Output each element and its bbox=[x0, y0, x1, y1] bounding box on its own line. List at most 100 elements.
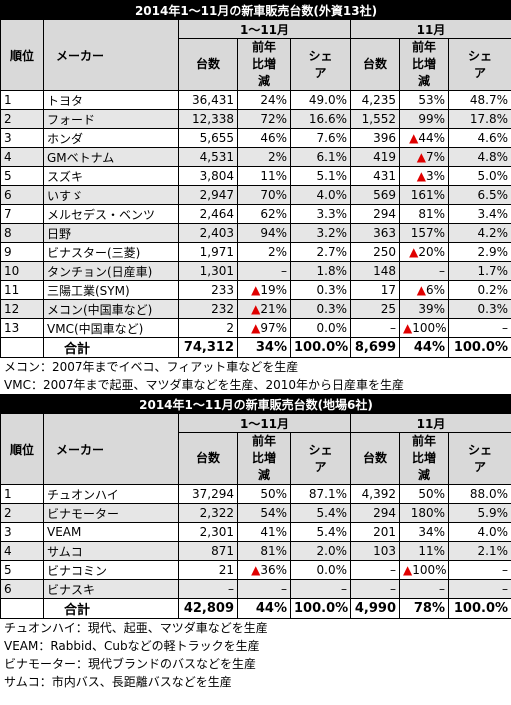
total-row: 合計 42,809 44% 100.0% 4,990 78% 100.0% bbox=[0, 598, 511, 619]
rank-cell: 3 bbox=[0, 522, 44, 542]
data-row: 3 ホンダ 5,655 46% 7.6% 396 ▲44% 4.6% bbox=[0, 128, 511, 148]
rank-cell: 3 bbox=[0, 128, 44, 148]
maker-cell: メコン(中国車など) bbox=[43, 299, 179, 319]
column-header: 前年比増減 bbox=[237, 38, 291, 91]
value-cell: 180% bbox=[399, 503, 449, 523]
note: メコン：2007年までイベコ、フィアット車などを生産 bbox=[4, 360, 299, 374]
rank-cell: 4 bbox=[0, 147, 44, 167]
value-cell: 3.3% bbox=[290, 204, 351, 224]
value-cell: 232 bbox=[178, 299, 238, 319]
value-cell: 5.9% bbox=[447, 503, 511, 523]
value-cell: 16.6% bbox=[290, 109, 351, 129]
maker-cell: フォード bbox=[43, 109, 179, 129]
value-cell: 157% bbox=[399, 223, 449, 243]
column-label: シェア bbox=[308, 48, 333, 80]
value-cell: – bbox=[447, 579, 511, 599]
maker-cell: メルセデス・ベンツ bbox=[43, 204, 179, 224]
value-cell: 41% bbox=[237, 522, 291, 542]
note: VEAM：Rabbid、Cubなどの軽トラックを生産 bbox=[4, 639, 260, 653]
data-row: 1 トヨタ 36,431 24% 49.0% 4,235 53% 48.7% bbox=[0, 90, 511, 110]
value-cell: 6.5% bbox=[448, 185, 511, 205]
value-cell: 88.0% bbox=[447, 484, 511, 504]
column-header: 台数 bbox=[178, 38, 238, 91]
value-cell: 5.1% bbox=[290, 166, 351, 186]
maker-cell: ビナスキ bbox=[43, 579, 179, 599]
total-cell: 74,312 bbox=[178, 337, 238, 358]
value-cell: 4.0% bbox=[290, 185, 351, 205]
maker-cell: ビナスター(三菱) bbox=[43, 242, 179, 262]
maker-cell: トヨタ bbox=[43, 90, 179, 110]
value-cell: 294 bbox=[350, 503, 400, 523]
value-cell: – bbox=[448, 318, 511, 338]
value-cell: 1.8% bbox=[290, 261, 351, 281]
total-cell: 4,990 bbox=[350, 598, 400, 619]
header-cell: 順位 bbox=[0, 19, 44, 91]
data-row: 12 メコン(中国車など) 232 ▲21% 0.3% 25 39% 0.3% bbox=[0, 299, 511, 319]
rank-cell: 11 bbox=[0, 280, 44, 300]
total-cell: 100.0% bbox=[448, 337, 511, 358]
maker-cell: GMベトナム bbox=[43, 147, 179, 167]
maker-cell: チュオンハイ bbox=[43, 484, 179, 504]
column-label: 前年比増減 bbox=[251, 40, 276, 88]
maker-cell: ビナコミン bbox=[43, 560, 179, 580]
rank-cell: 2 bbox=[0, 503, 44, 523]
value-cell: ▲44% bbox=[399, 128, 449, 148]
period-header: 1～11月 bbox=[178, 413, 351, 433]
value-cell: 5,655 bbox=[178, 128, 238, 148]
data-row: 6 いすゞ 2,947 70% 4.0% 569 161% 6.5% bbox=[0, 185, 511, 205]
data-row: 4 GMベトナム 4,531 2% 6.1% 419 ▲7% 4.8% bbox=[0, 147, 511, 167]
value-cell: 2.7% bbox=[290, 242, 351, 262]
note: ビナモーター：現代ブランドのバスなどを生産 bbox=[4, 657, 257, 671]
data-row: 6 ビナスキ – – – – – – bbox=[0, 579, 511, 599]
period-header: 11月 bbox=[350, 19, 511, 39]
data-row: 11 三陽工業(SYM) 233 ▲19% 0.3% 17 ▲6% 0.2% bbox=[0, 280, 511, 300]
total-cell: 44% bbox=[237, 598, 291, 619]
maker-cell: いすゞ bbox=[43, 185, 179, 205]
value-cell: ▲20% bbox=[399, 242, 449, 262]
value-cell: 396 bbox=[350, 128, 400, 148]
data-table: 2014年1～11月の新車販売台数(外資13社) 順位 メーカー 1～11月 11月 台数… bbox=[0, 0, 511, 358]
value-cell: 36,431 bbox=[178, 90, 238, 110]
value-cell: 4.0% bbox=[447, 522, 511, 542]
value-cell: 25 bbox=[350, 299, 400, 319]
value-cell: 148 bbox=[350, 261, 400, 281]
total-cell: 42,809 bbox=[178, 598, 238, 619]
value-cell: 37,294 bbox=[178, 484, 238, 504]
rank-cell: 9 bbox=[0, 242, 44, 262]
total-cell: 44% bbox=[399, 337, 449, 358]
total-cell: 78% bbox=[399, 598, 449, 619]
value-cell: 87.1% bbox=[290, 484, 351, 504]
value-cell: 1,552 bbox=[350, 109, 400, 129]
rank-cell: 13 bbox=[0, 318, 44, 338]
header-cell: メーカー bbox=[43, 413, 179, 485]
value-cell: 1,301 bbox=[178, 261, 238, 281]
value-cell: 17.8% bbox=[448, 109, 511, 129]
value-cell: 7.6% bbox=[290, 128, 351, 148]
header-row: 台数 前年比増減 シェア 台数 前年比増減 シェア bbox=[1, 432, 511, 485]
data-row: 5 ビナコミン 21 ▲36% 0.0% – ▲100% – bbox=[0, 560, 511, 580]
title-row: 2014年1～11月の新車販売台数(外資13社) bbox=[0, 0, 511, 20]
value-cell: 2 bbox=[178, 318, 238, 338]
rank-cell: 12 bbox=[0, 299, 44, 319]
period-header: 1～11月 bbox=[178, 19, 351, 39]
column-header: シェア bbox=[447, 432, 511, 485]
value-cell: 4.6% bbox=[448, 128, 511, 148]
value-cell: ▲6% bbox=[399, 280, 449, 300]
value-cell: 54% bbox=[237, 503, 291, 523]
value-cell: ▲7% bbox=[399, 147, 449, 167]
value-cell: 0.0% bbox=[290, 560, 351, 580]
data-row: 5 スズキ 3,804 11% 5.1% 431 ▲3% 5.0% bbox=[0, 166, 511, 186]
maker-cell: スズキ bbox=[43, 166, 179, 186]
value-cell: 363 bbox=[350, 223, 400, 243]
value-cell: 419 bbox=[350, 147, 400, 167]
period-header: 11月 bbox=[349, 413, 511, 433]
value-cell: 0.3% bbox=[290, 280, 351, 300]
note: サムコ：市内バス、長距離バスなどを生産 bbox=[4, 675, 232, 689]
column-label: 台数 bbox=[362, 57, 387, 71]
value-cell: 0.3% bbox=[290, 299, 351, 319]
column-header: 前年比増減 bbox=[237, 432, 291, 485]
data-row: 2 ビナモーター 2,322 54% 5.4% 294 180% 5.9% bbox=[0, 503, 511, 523]
value-cell: 431 bbox=[350, 166, 400, 186]
value-cell: 2.1% bbox=[447, 541, 511, 561]
